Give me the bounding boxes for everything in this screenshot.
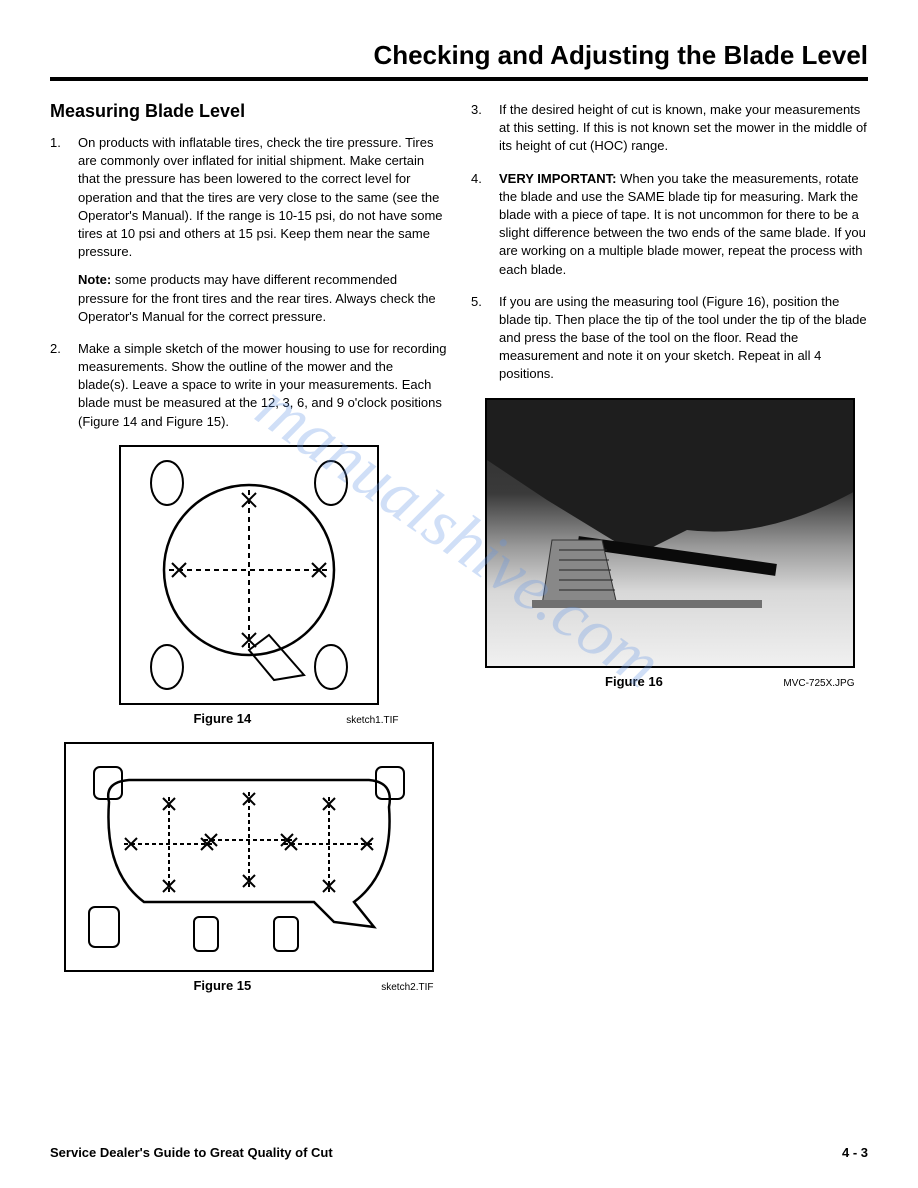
list-body: Make a simple sketch of the mower housin… (78, 340, 447, 431)
note-block: Note: some products may have different r… (78, 271, 447, 326)
figure-15-sketch (64, 742, 434, 972)
caption-label: Figure 16 (485, 674, 784, 689)
item-text: When you take the measurements, rotate t… (499, 171, 866, 277)
item-text: If the desired height of cut is known, m… (499, 102, 867, 153)
figure-16-caption: Figure 16 MVC-725X.JPG (485, 674, 855, 689)
figure-15: Figure 15 sketch2.TIF (50, 742, 447, 993)
footer-left: Service Dealer's Guide to Great Quality … (50, 1145, 333, 1160)
item-text: If you are using the measuring tool (Fig… (499, 294, 867, 382)
list-number: 5. (471, 293, 499, 384)
section-title: Measuring Blade Level (50, 101, 447, 122)
list-number: 3. (471, 101, 499, 156)
list-body: If you are using the measuring tool (Fig… (499, 293, 868, 384)
list-item: 2. Make a simple sketch of the mower hou… (50, 340, 447, 431)
figure-14-sketch (119, 445, 379, 705)
figure-16: Figure 16 MVC-725X.JPG (471, 398, 868, 689)
page-footer: Service Dealer's Guide to Great Quality … (50, 1145, 868, 1160)
list-body: VERY IMPORTANT: When you take the measur… (499, 170, 868, 279)
list-item: 4. VERY IMPORTANT: When you take the mea… (471, 170, 868, 279)
item-text: On products with inflatable tires, check… (78, 135, 443, 259)
caption-file: sketch2.TIF (381, 982, 433, 993)
item-text: Make a simple sketch of the mower housin… (78, 341, 447, 429)
list-body: If the desired height of cut is known, m… (499, 101, 868, 156)
figure-14-caption: Figure 14 sketch1.TIF (99, 711, 399, 726)
list-item: 5. If you are using the measuring tool (… (471, 293, 868, 384)
content-columns: Measuring Blade Level 1. On products wit… (50, 101, 868, 1009)
right-column: 3. If the desired height of cut is known… (471, 101, 868, 1009)
caption-file: MVC-725X.JPG (783, 678, 854, 689)
figure-16-photo (485, 398, 855, 668)
list-number: 1. (50, 134, 78, 326)
caption-label: Figure 14 (99, 711, 347, 726)
page-title: Checking and Adjusting the Blade Level (50, 40, 868, 81)
figure-14: Figure 14 sketch1.TIF (50, 445, 447, 726)
list-item: 3. If the desired height of cut is known… (471, 101, 868, 156)
note-label: Note: (78, 272, 111, 287)
list-number: 2. (50, 340, 78, 431)
list-item: 1. On products with inflatable tires, ch… (50, 134, 447, 326)
bold-prefix: VERY IMPORTANT: (499, 171, 617, 186)
list-number: 4. (471, 170, 499, 279)
footer-right: 4 - 3 (842, 1145, 868, 1160)
list-body: On products with inflatable tires, check… (78, 134, 447, 326)
caption-file: sketch1.TIF (346, 715, 398, 726)
left-column: Measuring Blade Level 1. On products wit… (50, 101, 447, 1009)
caption-label: Figure 15 (64, 978, 382, 993)
note-text: some products may have different recomme… (78, 272, 436, 323)
figure-15-caption: Figure 15 sketch2.TIF (64, 978, 434, 993)
